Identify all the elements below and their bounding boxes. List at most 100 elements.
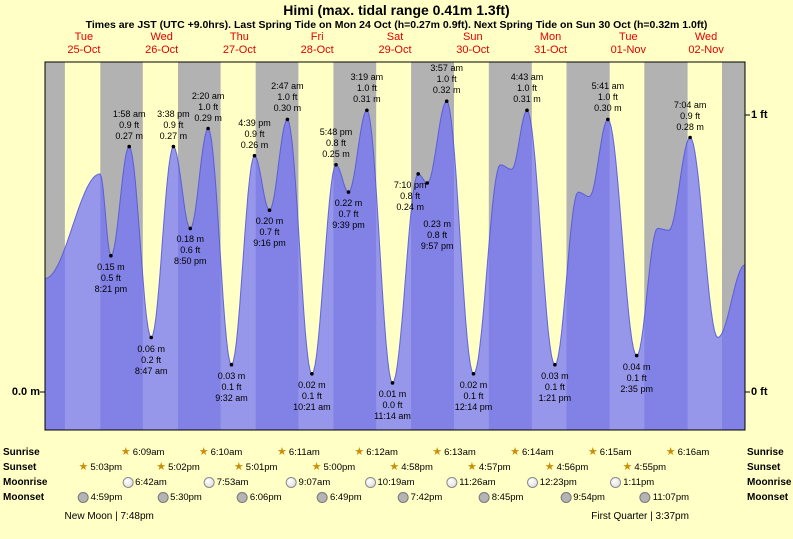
- moonrise-time: 12:23pm: [539, 477, 577, 488]
- astro-row-label-sunset-left: Sunset: [3, 462, 37, 473]
- right-axis-1ft-label: 1 ft: [751, 109, 768, 121]
- sunset-star-icon: ★: [622, 461, 633, 473]
- moonset-icon: [639, 492, 651, 503]
- sunrise-time: 6:11am: [288, 447, 320, 458]
- moonrise-time: 9:07am: [298, 477, 331, 488]
- tide-high-annotation: 5:48 pm 0.8 ft 0.25 m: [319, 126, 353, 159]
- moonset-time: 7:42pm: [410, 492, 443, 503]
- moonrise-icon: [122, 477, 134, 488]
- moonset-icon: [77, 492, 89, 503]
- moonset-time: 6:06pm: [249, 492, 282, 503]
- day-label: Fri 28-Oct: [300, 31, 334, 56]
- day-label: Tue 25-Oct: [67, 31, 101, 56]
- sunset-star-icon: ★: [389, 461, 400, 473]
- astro-row-label-moonrise-right: Moonrise: [747, 477, 792, 488]
- moonset-time: 4:59pm: [90, 492, 123, 503]
- day-label: Sat 29-Oct: [378, 31, 412, 56]
- moonrise-time: 7:53am: [216, 477, 249, 488]
- tide-low-annotation: 0.02 m 0.1 ft 10:21 am: [293, 379, 331, 412]
- astro-row-label-moonrise-left: Moonrise: [3, 477, 48, 488]
- moon-phase-first-quarter: First Quarter | 3:37pm: [591, 511, 689, 522]
- sunrise-star-icon: ★: [276, 446, 287, 458]
- moonrise-event: 11:26am: [446, 476, 496, 489]
- sunrise-star-icon: ★: [120, 446, 131, 458]
- moonset-time: 11:07pm: [652, 492, 690, 503]
- moonset-time: 5:30pm: [170, 492, 202, 503]
- moonrise-icon: [364, 477, 376, 488]
- tide-low-annotation: 0.02 m 0.1 ft 12:14 pm: [454, 379, 493, 412]
- sunset-event: ★ 4:55pm: [623, 461, 667, 474]
- sunset-star-icon: ★: [311, 461, 322, 473]
- sunrise-event: ★ 6:15am: [588, 446, 632, 459]
- day-label: Thu 27-Oct: [222, 31, 256, 56]
- moonset-event: 5:30pm: [157, 491, 202, 504]
- moonset-icon: [560, 492, 572, 503]
- page-title: Himi (max. tidal range 0.41m 1.3ft): [283, 2, 510, 18]
- moonset-event: 6:49pm: [316, 491, 362, 504]
- astro-row-label-sunrise-left: Sunrise: [3, 447, 40, 458]
- sunrise-star-icon: ★: [354, 446, 365, 458]
- sunrise-time: 6:13am: [444, 447, 476, 458]
- sunset-event: ★ 4:57pm: [467, 461, 511, 474]
- tide-high-annotation: 7:04 am 0.9 ft 0.28 m: [673, 99, 707, 132]
- tide-low-annotation: 0.22 m 0.7 ft 9:39 pm: [332, 198, 365, 231]
- astro-row-label-moonset-left: Moonset: [3, 492, 45, 503]
- day-label: Tue 01-Nov: [610, 31, 647, 56]
- sunrise-event: ★ 6:09am: [121, 446, 165, 459]
- sunrise-star-icon: ★: [198, 446, 209, 458]
- sunrise-time: 6:14am: [521, 447, 554, 458]
- sunset-star-icon: ★: [156, 461, 167, 473]
- right-axis-0ft-label: 0 ft: [751, 386, 768, 398]
- moonset-icon: [397, 492, 409, 503]
- tide-low-annotation: 0.18 m 0.6 ft 8:50 pm: [174, 234, 207, 267]
- tide-high-annotation: 3:19 am 1.0 ft 0.31 m: [350, 72, 384, 105]
- moonrise-icon: [203, 477, 215, 488]
- sunset-time: 4:58pm: [401, 462, 433, 473]
- astro-row-label-sunrise-right: Sunrise: [747, 447, 784, 458]
- moonrise-time: 1:11pm: [623, 477, 655, 488]
- sunset-time: 4:56pm: [556, 462, 589, 473]
- moonrise-time: 11:26am: [459, 477, 496, 488]
- tide-high-annotation: 3:57 am 1.0 ft 0.32 m: [430, 63, 463, 96]
- sunrise-time: 6:09am: [132, 447, 165, 458]
- tide-high-annotation: 3:38 pm 0.9 ft 0.27 m: [157, 108, 190, 141]
- tide-low-annotation: 0.03 m 0.1 ft 9:32 am: [215, 370, 248, 403]
- sunset-time: 5:03pm: [90, 462, 123, 473]
- sunset-event: ★ 4:56pm: [545, 461, 589, 474]
- moonset-event: 8:45pm: [478, 491, 523, 504]
- sunset-star-icon: ★: [233, 461, 244, 473]
- tide-high-annotation: 4:43 am 1.0 ft 0.31 m: [510, 72, 544, 105]
- sunrise-star-icon: ★: [587, 446, 598, 458]
- tide-high-annotation: 5:41 am 1.0 ft 0.30 m: [591, 81, 625, 114]
- sunset-star-icon: ★: [467, 461, 477, 473]
- tide-low-annotation: 0.04 m 0.1 ft 2:35 pm: [620, 361, 653, 394]
- sunrise-event: ★ 6:14am: [510, 446, 554, 459]
- sunset-time: 5:02pm: [168, 462, 200, 473]
- day-label: Mon 31-Oct: [534, 31, 568, 56]
- sunrise-time: 6:16am: [677, 447, 710, 458]
- sunrise-event: ★ 6:12am: [354, 446, 398, 459]
- sunrise-event: ★ 6:11am: [277, 446, 320, 459]
- moonset-time: 9:54pm: [573, 492, 605, 503]
- day-label: Wed 02-Nov: [688, 31, 724, 56]
- moonset-event: 4:59pm: [77, 491, 123, 504]
- moonset-icon: [157, 492, 169, 503]
- moonset-icon: [236, 492, 248, 503]
- sunrise-event: ★ 6:13am: [432, 446, 476, 459]
- tide-high-annotation: 2:47 am 1.0 ft 0.30 m: [271, 81, 304, 114]
- moonrise-time: 10:19am: [377, 477, 415, 488]
- sunset-time: 4:57pm: [478, 462, 511, 473]
- sunset-star-icon: ★: [544, 461, 555, 473]
- day-label: Wed 26-Oct: [145, 31, 179, 56]
- day-label: Sun 30-Oct: [456, 31, 490, 56]
- tide-high-annotation: 4:39 pm 0.9 ft 0.26 m: [238, 117, 271, 150]
- moonset-icon: [478, 492, 490, 503]
- moonrise-event: 1:11pm: [610, 476, 654, 489]
- moonset-event: 11:07pm: [639, 491, 690, 504]
- sunset-star-icon: ★: [78, 461, 89, 473]
- moonrise-icon: [446, 477, 458, 488]
- sunrise-time: 6:15am: [599, 447, 632, 458]
- moonrise-event: 9:07am: [285, 476, 331, 489]
